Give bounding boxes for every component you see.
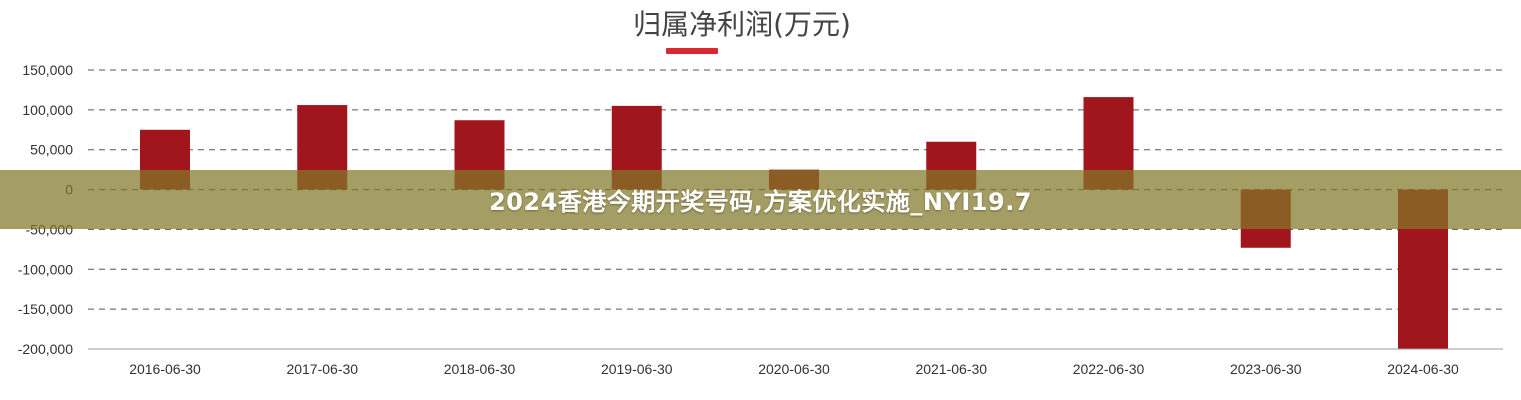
overlay-banner: 2024香港今期开奖号码,方案优化实施_NYI19.7 <box>0 170 1521 229</box>
legend-swatch <box>666 48 718 54</box>
x-tick-label: 2020-06-30 <box>758 361 830 377</box>
x-axis-ticks: 2016-06-30 2017-06-30 2018-06-30 2019-06-30… <box>129 361 1459 377</box>
x-tick-label: 2022-06-30 <box>1073 361 1145 377</box>
y-tick-label: -100,000 <box>18 261 73 277</box>
y-tick-label: 100,000 <box>22 102 73 118</box>
x-tick-label: 2016-06-30 <box>129 361 201 377</box>
y-tick-label: -200,000 <box>18 341 73 357</box>
y-tick-label: 50,000 <box>30 142 73 158</box>
chart-title: 归属净利润(万元) <box>633 8 851 41</box>
y-tick-label: -150,000 <box>18 301 73 317</box>
x-tick-label: 2023-06-30 <box>1230 361 1302 377</box>
overlay-text: 2024香港今期开奖号码,方案优化实施_NYI19.7 <box>488 188 1033 216</box>
x-tick-label: 2018-06-30 <box>444 361 516 377</box>
y-tick-label: 150,000 <box>22 62 73 78</box>
x-tick-label: 2017-06-30 <box>286 361 358 377</box>
x-tick-label: 2019-06-30 <box>601 361 673 377</box>
x-tick-label: 2024-06-30 <box>1387 361 1459 377</box>
x-tick-label: 2021-06-30 <box>915 361 987 377</box>
